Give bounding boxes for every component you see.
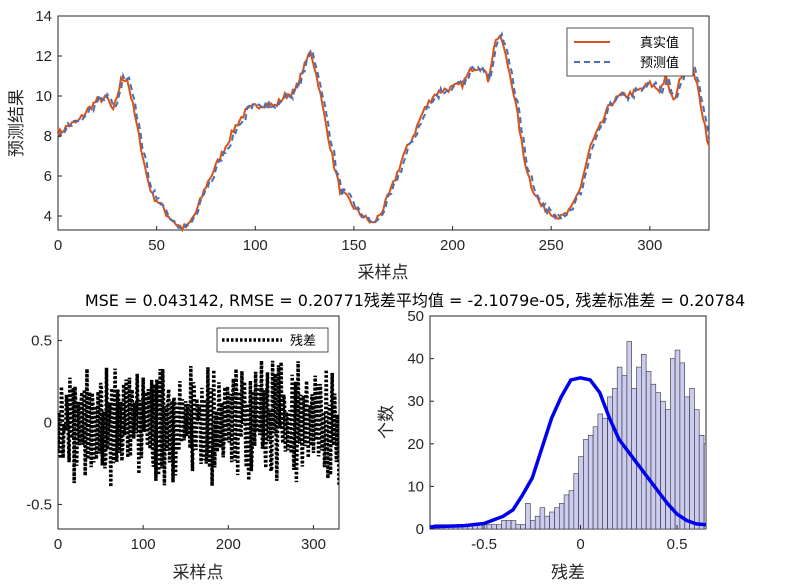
legend-real-label: 真实值	[640, 35, 679, 51]
histogram-bar	[486, 524, 492, 530]
x-tick-label: 0	[54, 536, 62, 553]
series-line-pred	[57, 31, 710, 231]
residual-xlabel: 采样点	[173, 563, 224, 583]
y-tick-label: 12	[35, 48, 52, 65]
x-tick-label: 300	[637, 237, 662, 254]
x-tick-label: 200	[216, 536, 241, 553]
histogram-bar	[515, 524, 522, 530]
histogram-bar	[602, 417, 608, 530]
histogram-bar	[689, 388, 695, 530]
legend-box	[566, 27, 694, 77]
histogram-bar	[655, 392, 661, 530]
histogram-bar	[660, 400, 666, 530]
histogram-bar	[665, 409, 671, 530]
histogram-bar	[558, 503, 565, 530]
histogram-bar	[674, 349, 681, 530]
y-tick-label: 10	[35, 88, 52, 105]
histogram-bar	[491, 524, 497, 530]
y-tick-label: 14	[35, 8, 52, 25]
y-tick-label: 0	[44, 415, 52, 432]
histogram-bar	[626, 341, 633, 530]
histogram-bar	[679, 362, 686, 530]
series-line-real	[57, 33, 710, 233]
histogram-bar	[549, 511, 555, 530]
histogram-bar	[568, 490, 575, 530]
y-tick-label: 50	[407, 308, 424, 325]
legend-residual-label: 残差	[290, 334, 316, 349]
histogram-bar	[636, 366, 642, 530]
histogram-bar	[539, 507, 546, 530]
y-tick-label: 8	[44, 128, 52, 145]
histogram-bar	[573, 473, 579, 530]
y-tick-label: 6	[44, 168, 52, 185]
histogram-bar	[621, 375, 628, 530]
prediction-xlabel: 采样点	[358, 263, 409, 283]
residual-chart: 0 100 200 300 -0.5 0 0.5 采样点 残差	[26, 315, 340, 583]
histogram-bar	[530, 520, 536, 530]
histogram-xlabel: 残差	[551, 563, 585, 583]
prediction-chart: 0 50 100 150 200 250 300 4 6 8 10 12 14 采样点 预测结果 真实值…	[7, 8, 710, 283]
histogram-bar	[544, 515, 550, 530]
histogram-bar	[534, 515, 541, 530]
histogram-bar	[563, 494, 570, 530]
histogram-bar	[612, 388, 618, 530]
histogram-bar	[501, 520, 507, 530]
x-tick-label: 0.5	[667, 536, 688, 553]
histogram-bar	[694, 409, 700, 530]
y-tick-label: 4	[44, 208, 52, 225]
x-tick-label: 250	[539, 237, 564, 254]
y-tick-label: 0	[416, 521, 424, 538]
histogram-bar	[645, 371, 652, 530]
histogram-bar	[592, 426, 599, 530]
histogram-bar	[597, 413, 604, 530]
histogram-bar	[510, 520, 517, 530]
histogram-bar	[684, 396, 690, 530]
x-tick-label: 0	[54, 237, 62, 254]
y-tick-label: -0.5	[26, 496, 52, 513]
histogram-bar	[583, 439, 589, 530]
prediction-ylabel: 预测结果	[7, 89, 27, 157]
x-tick-label: 100	[243, 237, 268, 254]
histogram-bar	[505, 520, 512, 530]
series-line-residual	[58, 360, 339, 487]
histogram-ylabel: 个数	[377, 405, 397, 439]
histogram-bar	[650, 383, 657, 530]
histogram-chart: -0.5 0 0.5 0 10 20 30 40 50 残差 个数	[377, 308, 707, 583]
histogram-bar	[698, 434, 705, 530]
histogram-bar	[587, 434, 594, 530]
x-tick-label: 100	[131, 536, 156, 553]
histogram-bar	[554, 507, 560, 530]
histogram-bar	[640, 353, 647, 530]
y-tick-label: 20	[407, 436, 424, 453]
x-tick-label: 200	[440, 237, 465, 254]
stats-title: MSE = 0.043142, RMSE = 0.20771残差平均值 = -2…	[85, 291, 745, 310]
histogram-bar	[669, 358, 676, 530]
histogram-bar	[496, 524, 502, 530]
prediction-legend: 真实值 预测值	[566, 27, 694, 77]
histogram-bar	[578, 456, 584, 530]
histogram-bar	[703, 443, 707, 530]
histogram-bar	[616, 366, 623, 530]
histogram-bar	[520, 524, 526, 530]
y-tick-label: 10	[407, 478, 424, 495]
x-tick-label: 300	[301, 536, 326, 553]
y-tick-label: 40	[407, 351, 424, 368]
x-tick-label: 50	[148, 237, 165, 254]
legend-pred-label: 预测值	[640, 55, 679, 71]
x-tick-label: -0.5	[471, 536, 497, 553]
y-tick-label: 0.5	[31, 333, 52, 350]
x-tick-label: 150	[341, 237, 366, 254]
histogram-bar	[525, 503, 531, 530]
fit-curve	[429, 376, 707, 529]
residual-legend: 残差	[216, 327, 329, 353]
y-tick-label: 30	[407, 393, 424, 410]
x-tick-label: 0	[576, 536, 584, 553]
